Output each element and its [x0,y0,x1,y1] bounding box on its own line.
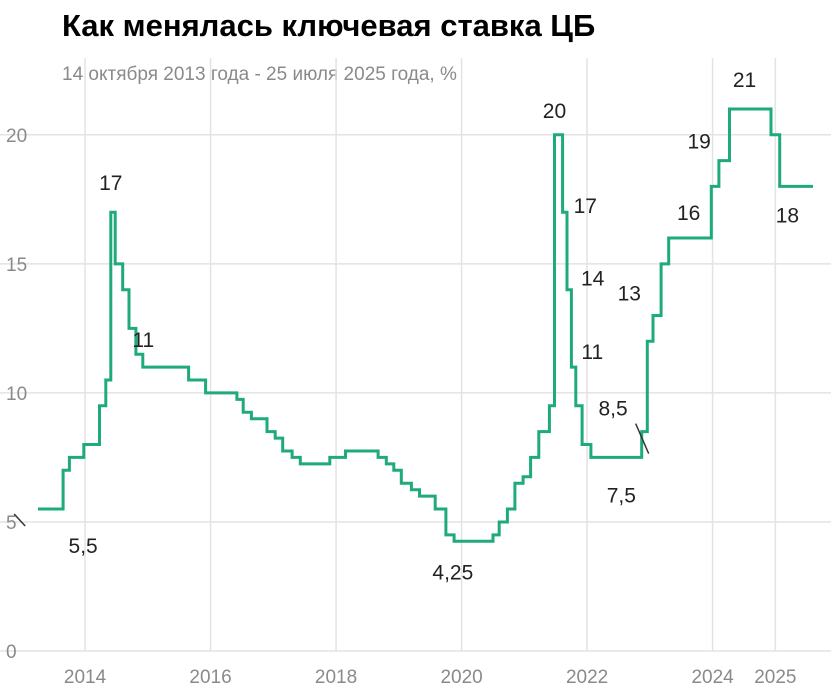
x-tick-label: 2020 [440,667,482,688]
x-tick-label: 2016 [189,667,231,688]
data-labels: 5,5 17 11 4,25 20 17 14 11 7,5 8,5 13 16 19 21 18 [13,69,799,584]
x-tick-label: 2025 [754,667,796,688]
rate-series [38,107,813,543]
x-axis-ticks: 2014 2016 2018 2020 2022 2024 2025 [64,667,797,688]
y-tick-label: 10 [6,384,27,405]
y-tick-label: 20 [6,126,27,147]
data-label: 11 [132,329,154,352]
chart-subtitle: 14 октября 2013 года - 25 июля 2025 года… [62,64,457,85]
data-label: 7,5 [607,484,636,507]
chart-title: Как менялась ключевая ставка ЦБ [62,8,596,43]
label-leader-line [13,513,26,527]
x-tick-label: 2014 [64,667,107,688]
x-tick-label: 2024 [691,667,734,688]
data-label: 19 [688,131,711,154]
data-label: 5,5 [69,535,98,558]
y-axis-ticks: 0 5 10 15 20 [6,126,27,663]
data-label: 13 [618,282,641,305]
label-leader-line [634,423,650,454]
data-label: 4,25 [432,561,473,584]
rate-line [38,107,813,543]
data-label: 14 [581,268,605,291]
data-label: 16 [677,202,700,225]
data-label: 20 [543,100,566,123]
grid-lines [0,58,831,652]
data-label: 18 [776,204,799,227]
x-tick-label: 2018 [315,667,357,688]
data-label: 8,5 [598,398,627,421]
y-tick-label: 15 [6,255,27,276]
data-label: 17 [99,172,122,195]
data-label: 21 [733,69,756,92]
data-label: 11 [581,341,603,364]
y-tick-label: 0 [6,642,17,663]
data-label: 17 [574,195,597,218]
x-tick-label: 2022 [566,667,608,688]
y-tick-label: 5 [6,513,17,534]
